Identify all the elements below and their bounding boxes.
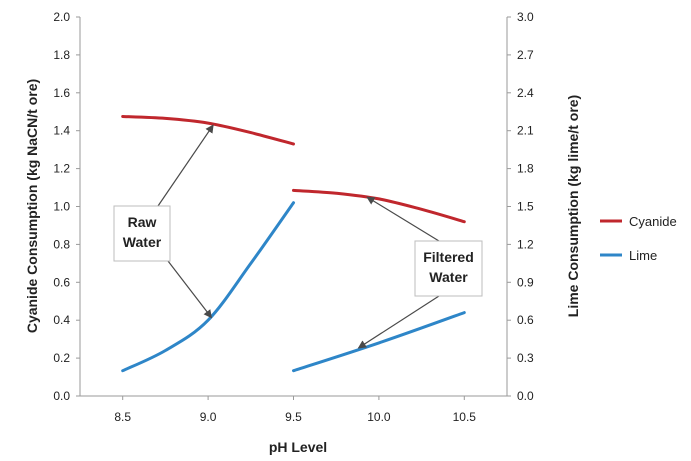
right-tick-label: 1.8 bbox=[517, 162, 534, 176]
annotation-arrow bbox=[157, 124, 214, 207]
series-layer bbox=[121, 115, 466, 373]
left-axis-ticks: 0.0 0.2 0.4 0.6 0.8 1.0 1.2 1.4 1.6 1.8 2.0 bbox=[53, 10, 80, 403]
left-tick-label: 1.4 bbox=[53, 124, 70, 138]
annotation-text: Raw bbox=[128, 214, 157, 230]
x-tick-label: 9.5 bbox=[285, 410, 302, 424]
series-line-lime-2 bbox=[292, 311, 466, 373]
x-tick-label: 10.0 bbox=[367, 410, 391, 424]
left-tick-label: 0.8 bbox=[53, 237, 70, 251]
legend: Cyanide Lime bbox=[600, 214, 677, 263]
annotation-text: Water bbox=[429, 269, 468, 285]
right-tick-label: 3.0 bbox=[517, 10, 534, 24]
left-tick-label: 0.0 bbox=[53, 389, 70, 403]
right-tick-label: 2.4 bbox=[517, 86, 534, 100]
right-axis-ticks: 0.0 0.3 0.6 0.9 1.2 1.5 1.8 2.1 2.4 2.7 3.0 bbox=[507, 10, 534, 403]
right-axis-title: Lime Consumption (kg lime/t ore) bbox=[565, 95, 581, 317]
annotation-arrow bbox=[366, 196, 440, 242]
left-tick-label: 1.2 bbox=[53, 162, 70, 176]
left-tick-label: 1.8 bbox=[53, 48, 70, 62]
annotation-arrow bbox=[167, 260, 213, 319]
series-line-cyanide-1 bbox=[121, 115, 295, 146]
x-tick-label: 9.0 bbox=[200, 410, 217, 424]
left-tick-label: 2.0 bbox=[53, 10, 70, 24]
right-tick-label: 2.1 bbox=[517, 124, 534, 138]
annotation-box bbox=[414, 240, 483, 297]
right-tick-label: 2.7 bbox=[517, 48, 534, 62]
right-tick-label: 0.3 bbox=[517, 351, 534, 365]
right-tick-label: 0.9 bbox=[517, 275, 534, 289]
series-line-lime-1 bbox=[121, 201, 295, 373]
annotation-arrow bbox=[357, 295, 440, 349]
left-tick-label: 0.4 bbox=[53, 313, 70, 327]
x-tick-label: 8.5 bbox=[114, 410, 131, 424]
right-tick-label: 0.6 bbox=[517, 313, 534, 327]
left-tick-label: 0.2 bbox=[53, 351, 70, 365]
x-axis-title: pH Level bbox=[269, 439, 327, 455]
right-tick-label: 1.5 bbox=[517, 200, 534, 214]
left-tick-label: 1.0 bbox=[53, 200, 70, 214]
left-axis-title: Cyanide Consumption (kg NaCN/t ore) bbox=[24, 79, 40, 333]
annotation-layer: Raw Water Filtered Water bbox=[113, 124, 483, 349]
series-line-cyanide-2 bbox=[292, 188, 466, 224]
x-tick-label: 10.5 bbox=[453, 410, 477, 424]
x-axis-ticks: 8.5 9.0 9.5 10.0 10.5 bbox=[114, 396, 476, 424]
annotation-text: Filtered bbox=[423, 249, 474, 265]
left-tick-label: 1.6 bbox=[53, 86, 70, 100]
legend-label-lime: Lime bbox=[629, 248, 657, 263]
annotation-box bbox=[113, 205, 171, 262]
right-tick-label: 1.2 bbox=[517, 237, 534, 251]
right-tick-label: 0.0 bbox=[517, 389, 534, 403]
annotation-text: Water bbox=[123, 234, 162, 250]
legend-label-cyanide: Cyanide bbox=[629, 214, 677, 229]
left-tick-label: 0.6 bbox=[53, 275, 70, 289]
